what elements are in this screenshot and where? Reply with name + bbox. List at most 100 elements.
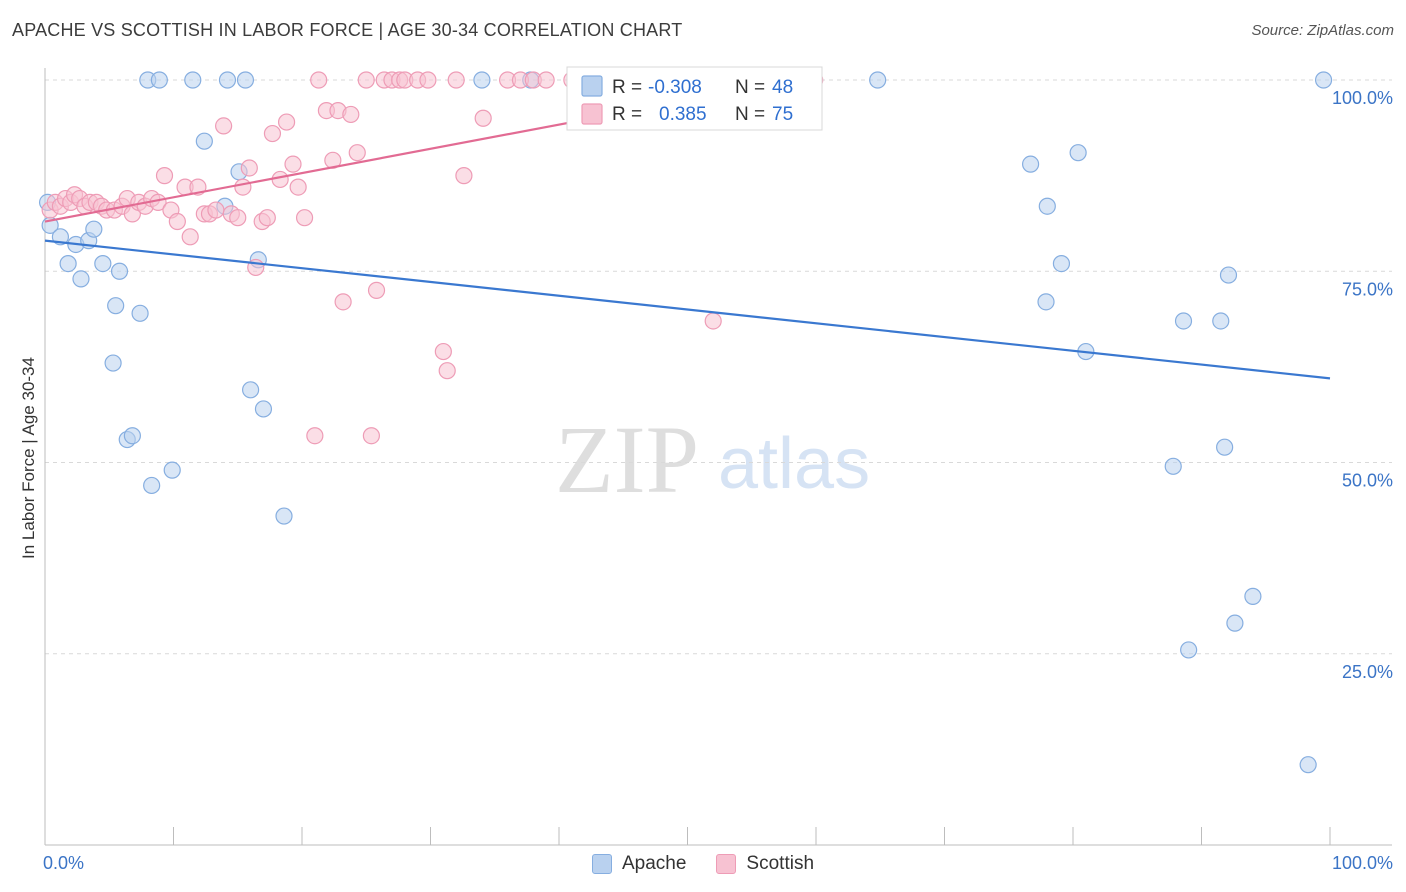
- legend-item-scottish: Scottish: [716, 853, 814, 875]
- scottish-point: [271, 170, 289, 189]
- apache-point: [1069, 144, 1087, 162]
- x-tick-label-min: 0.0%: [43, 853, 84, 873]
- apache-point: [59, 255, 77, 273]
- scottish-point: [310, 71, 328, 89]
- apache-r-value: -0.308: [648, 77, 702, 98]
- scottish-point: [258, 209, 276, 227]
- scottish-point: [181, 228, 199, 246]
- apache-point: [1174, 312, 1193, 330]
- x-tick-label-max: 100.0%: [1332, 853, 1393, 873]
- scottish-r-label: R =: [612, 104, 642, 125]
- scottish-point: [229, 209, 247, 227]
- apache-point: [131, 304, 149, 322]
- tick-labels: 25.0% 50.0% 75.0% 100.0% 0.0% 100.0%: [43, 88, 1393, 873]
- apache-point: [143, 476, 161, 495]
- scottish-point: [306, 427, 324, 445]
- apache-r-label: R =: [612, 77, 642, 98]
- apache-point: [242, 381, 260, 399]
- apache-swatch: [591, 854, 612, 874]
- legend-label-scottish: Scottish: [746, 853, 815, 874]
- watermark-atlas: atlas: [718, 424, 870, 504]
- scottish-n-value: 75: [772, 104, 793, 125]
- apache-point: [1299, 756, 1317, 774]
- y-axis-label: In Labor Force | Age 30-34: [19, 357, 38, 559]
- scottish-point: [434, 342, 452, 361]
- apache-point: [107, 297, 125, 315]
- apache-point: [72, 270, 90, 288]
- apache-point: [1052, 255, 1071, 273]
- apache-point: [1244, 587, 1262, 605]
- scottish-point: [295, 209, 314, 227]
- apache-point: [1219, 266, 1238, 284]
- apache-point: [473, 71, 491, 89]
- apache-point: [94, 255, 112, 273]
- y-tick-label: 25.0%: [1342, 662, 1393, 682]
- apache-point: [110, 262, 129, 280]
- scottish-point: [289, 178, 307, 196]
- scottish-point: [277, 113, 296, 131]
- scottish-point: [348, 144, 366, 162]
- stats-legend-box: [566, 66, 823, 131]
- scottish-point: [215, 117, 233, 135]
- apache-n-value: 48: [772, 77, 793, 98]
- scottish-point: [357, 71, 375, 89]
- axes: [44, 68, 1392, 846]
- stats-legend: R = -0.308 N = 48 R = 0.385 N = 75: [566, 66, 823, 131]
- apache-points: [38, 71, 1333, 774]
- apache-point: [869, 71, 887, 89]
- chart-title: APACHE VS SCOTTISH IN LABOR FORCE | AGE …: [12, 20, 683, 40]
- apache-point: [1216, 438, 1234, 456]
- y-tick-label: 75.0%: [1342, 279, 1393, 299]
- scottish-point: [438, 362, 456, 380]
- series-legend: Apache Scottish: [0, 851, 1406, 877]
- scottish-point: [419, 71, 437, 89]
- scottish-n-label: N =: [735, 104, 765, 125]
- apache-point: [1037, 293, 1055, 311]
- apache-point: [1314, 71, 1333, 89]
- apache-point: [85, 220, 103, 238]
- scottish-point: [704, 312, 722, 330]
- apache-swatch-stats: [581, 75, 603, 97]
- scottish-point: [234, 178, 252, 196]
- scottish-point: [537, 71, 555, 89]
- apache-point: [163, 461, 181, 479]
- apache-point: [254, 400, 273, 418]
- apache-point: [104, 354, 122, 372]
- scottish-r-value: 0.385: [659, 104, 707, 125]
- y-tick-label: 50.0%: [1342, 471, 1393, 491]
- scottish-point: [447, 71, 465, 89]
- scottish-point: [207, 201, 225, 219]
- apache-point: [123, 427, 141, 445]
- legend-label-apache: Apache: [621, 853, 687, 874]
- apache-point: [275, 507, 293, 525]
- scottish-point: [367, 281, 386, 299]
- apache-trend-line: [44, 239, 1331, 380]
- scottish-point: [284, 155, 302, 173]
- apache-point: [236, 71, 255, 89]
- apache-point: [1164, 457, 1182, 475]
- apache-point: [184, 71, 202, 89]
- scottish-point: [455, 167, 473, 185]
- scottish-point: [263, 124, 282, 143]
- scottish-point: [334, 293, 352, 311]
- y-tick-label: 100.0%: [1332, 88, 1393, 108]
- scottish-point: [342, 105, 360, 124]
- apache-point: [1038, 197, 1056, 215]
- legend-item-apache: Apache: [591, 853, 687, 875]
- scottish-point: [168, 212, 186, 231]
- apache-point: [1226, 614, 1244, 632]
- apache-n-label: N =: [735, 77, 765, 98]
- scottish-swatch: [716, 854, 737, 874]
- scottish-point: [474, 109, 492, 127]
- apache-point: [1021, 155, 1040, 173]
- scottish-point: [155, 167, 174, 185]
- scottish-point: [362, 427, 380, 445]
- scottish-swatch-stats: [581, 103, 603, 125]
- apache-point: [1212, 312, 1230, 330]
- scottish-point: [240, 159, 258, 177]
- apache-point: [150, 71, 168, 89]
- apache-point: [195, 132, 213, 150]
- apache-point: [218, 71, 237, 89]
- apache-point: [1180, 641, 1198, 659]
